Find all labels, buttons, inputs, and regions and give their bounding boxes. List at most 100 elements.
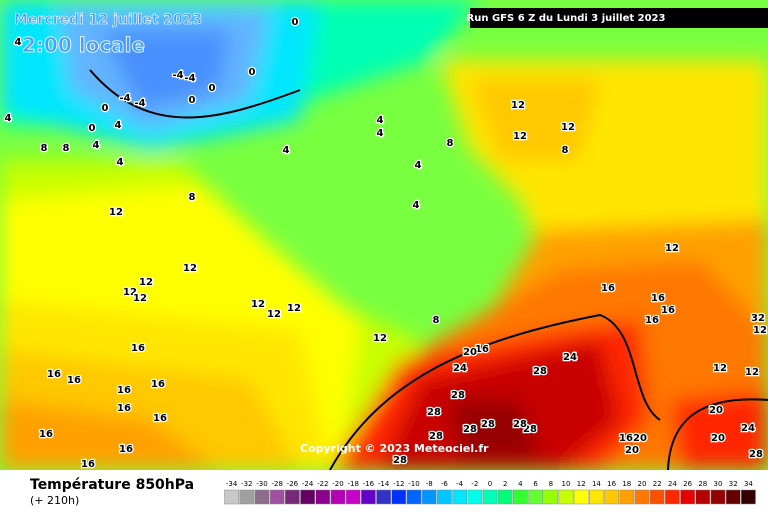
- contour-label: 24: [453, 363, 467, 374]
- legend-tick-label: -24: [302, 480, 314, 488]
- legend-title: Température 850hPa: [30, 477, 194, 493]
- contour-label: 16: [661, 305, 675, 316]
- contour-label: 12: [133, 293, 147, 304]
- color-swatch: [558, 489, 574, 505]
- contour-label: 16: [651, 293, 665, 304]
- lead-time: (+ 210h): [30, 494, 79, 507]
- legend-tick-label: 22: [653, 480, 662, 488]
- contour-label: 16: [601, 283, 615, 294]
- contour-label: 4: [415, 160, 422, 171]
- color-swatch: [345, 489, 361, 505]
- legend-tick-label: -6: [441, 480, 449, 488]
- local-time: 2:00 locale: [22, 33, 145, 57]
- legend-tick-label: 18: [622, 480, 631, 488]
- contour-label: 16: [153, 413, 167, 424]
- color-swatch: [239, 489, 255, 505]
- contour-label: 0: [209, 83, 216, 94]
- color-swatch: [695, 489, 711, 505]
- temperature-map: Run GFS 6 Z du Lundi 3 juillet 2023 Merc…: [0, 0, 768, 470]
- contour-label: 0: [292, 17, 299, 28]
- contour-label: 28: [427, 407, 441, 418]
- contour-label: 8: [189, 192, 196, 203]
- color-swatch: [406, 489, 422, 505]
- contour-label: 0: [102, 103, 109, 114]
- contour-label: 8: [447, 138, 454, 149]
- legend-tick-label: -12: [393, 480, 404, 488]
- legend-tick-label: -20: [332, 480, 343, 488]
- legend-tick-label: 4: [518, 480, 523, 488]
- contour-label: 4: [413, 200, 420, 211]
- contour-label: 4: [93, 140, 100, 151]
- legend-tick-label: -22: [317, 480, 328, 488]
- contour-label: 16: [119, 444, 133, 455]
- contour-label: 12: [109, 207, 123, 218]
- contour-label: 4: [117, 157, 124, 168]
- color-swatch: [741, 489, 756, 505]
- legend-tick-label: 0: [488, 480, 492, 488]
- color-swatch: [649, 489, 665, 505]
- contour-label: 12: [139, 277, 153, 288]
- contour-label: 24: [741, 423, 755, 434]
- legend-tick-label: -34: [226, 480, 238, 488]
- legend-tick-label: -16: [363, 480, 375, 488]
- contour-label: -4: [134, 98, 145, 109]
- contour-label: 12: [753, 325, 767, 336]
- contour-label: 4: [377, 128, 384, 139]
- contour-label: 12: [287, 303, 301, 314]
- contour-label: 12: [561, 122, 575, 133]
- contour-label: 24: [563, 352, 577, 363]
- contour-label: 28: [513, 419, 527, 430]
- contour-label: 12: [745, 367, 759, 378]
- legend-tick-label: -10: [408, 480, 419, 488]
- contour-label: 16: [117, 403, 131, 414]
- legend-tick-label: 2: [503, 480, 507, 488]
- color-swatch: [528, 489, 543, 505]
- legend-tick-label: 8: [549, 480, 553, 488]
- legend-tick-label: 26: [683, 480, 692, 488]
- contour-label: 28: [481, 419, 495, 430]
- contour-label: 28: [533, 366, 547, 377]
- contour-label: 0: [189, 95, 196, 106]
- legend-tick-label: 32: [729, 480, 738, 488]
- color-swatch: [330, 489, 346, 505]
- legend-tick-label: -30: [256, 480, 267, 488]
- contour-label: 16: [619, 433, 633, 444]
- legend-tick-label: 10: [562, 480, 571, 488]
- color-swatch: [285, 489, 300, 505]
- color-swatch: [361, 489, 376, 505]
- color-swatch: [391, 489, 407, 505]
- color-swatch: [452, 489, 467, 505]
- contour-label: 28: [451, 390, 465, 401]
- contour-label: 20: [711, 433, 725, 444]
- contour-label: 8: [433, 315, 440, 326]
- contour-label: 28: [749, 449, 763, 460]
- legend-tick-label: -2: [471, 480, 478, 488]
- contour-label: -4: [119, 93, 130, 104]
- run-info: Run GFS 6 Z du Lundi 3 juillet 2023: [467, 13, 666, 24]
- legend-tick-label: -28: [271, 480, 282, 488]
- contour-label: 16: [39, 429, 53, 440]
- contour-label: 32: [751, 313, 765, 324]
- color-swatch: [482, 489, 498, 505]
- contour-label: 16: [645, 315, 659, 326]
- contour-label: 12: [251, 299, 265, 310]
- colorbar: -34 -32 -30 -28 -26 -24 -22 -20 -18 -16 -14 -12 -10-…: [224, 480, 756, 505]
- color-swatch: [437, 489, 452, 505]
- contour-label: 16: [151, 379, 165, 390]
- color-swatch: [634, 489, 650, 505]
- color-swatch: [224, 489, 239, 505]
- color-swatch: [543, 489, 559, 505]
- color-swatch: [665, 489, 680, 505]
- contour-label: 28: [429, 431, 443, 442]
- color-swatch: [315, 489, 331, 505]
- legend-tick-label: 6: [533, 480, 538, 488]
- legend-tick-label: -4: [456, 480, 464, 488]
- legend-tick-label: 16: [607, 480, 616, 488]
- contour-label: 12: [513, 131, 527, 142]
- color-swatch: [589, 489, 604, 505]
- contour-label: 16: [67, 375, 81, 386]
- color-swatch: [680, 489, 695, 505]
- forecast-date: Mercredi 12 juillet 2023: [14, 12, 202, 28]
